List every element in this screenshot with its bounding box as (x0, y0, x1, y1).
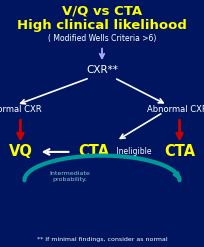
Text: Normal CXR: Normal CXR (0, 105, 42, 114)
Text: CXR**: CXR** (86, 65, 118, 75)
Text: High clinical likelihood: High clinical likelihood (17, 20, 187, 32)
Text: Ineligible: Ineligible (114, 147, 152, 156)
Text: CTA: CTA (164, 144, 195, 159)
Text: Intermediate
probability.: Intermediate probability. (49, 171, 90, 182)
Text: ( Modified Wells Criteria >6): ( Modified Wells Criteria >6) (48, 34, 156, 43)
Text: Abnormal CXR: Abnormal CXR (147, 105, 204, 114)
Text: VQ: VQ (8, 144, 32, 159)
Text: CTA: CTA (78, 144, 109, 159)
Text: V/Q vs CTA: V/Q vs CTA (62, 5, 142, 18)
Text: ** If minimal findings, consider as normal: ** If minimal findings, consider as norm… (37, 237, 167, 242)
